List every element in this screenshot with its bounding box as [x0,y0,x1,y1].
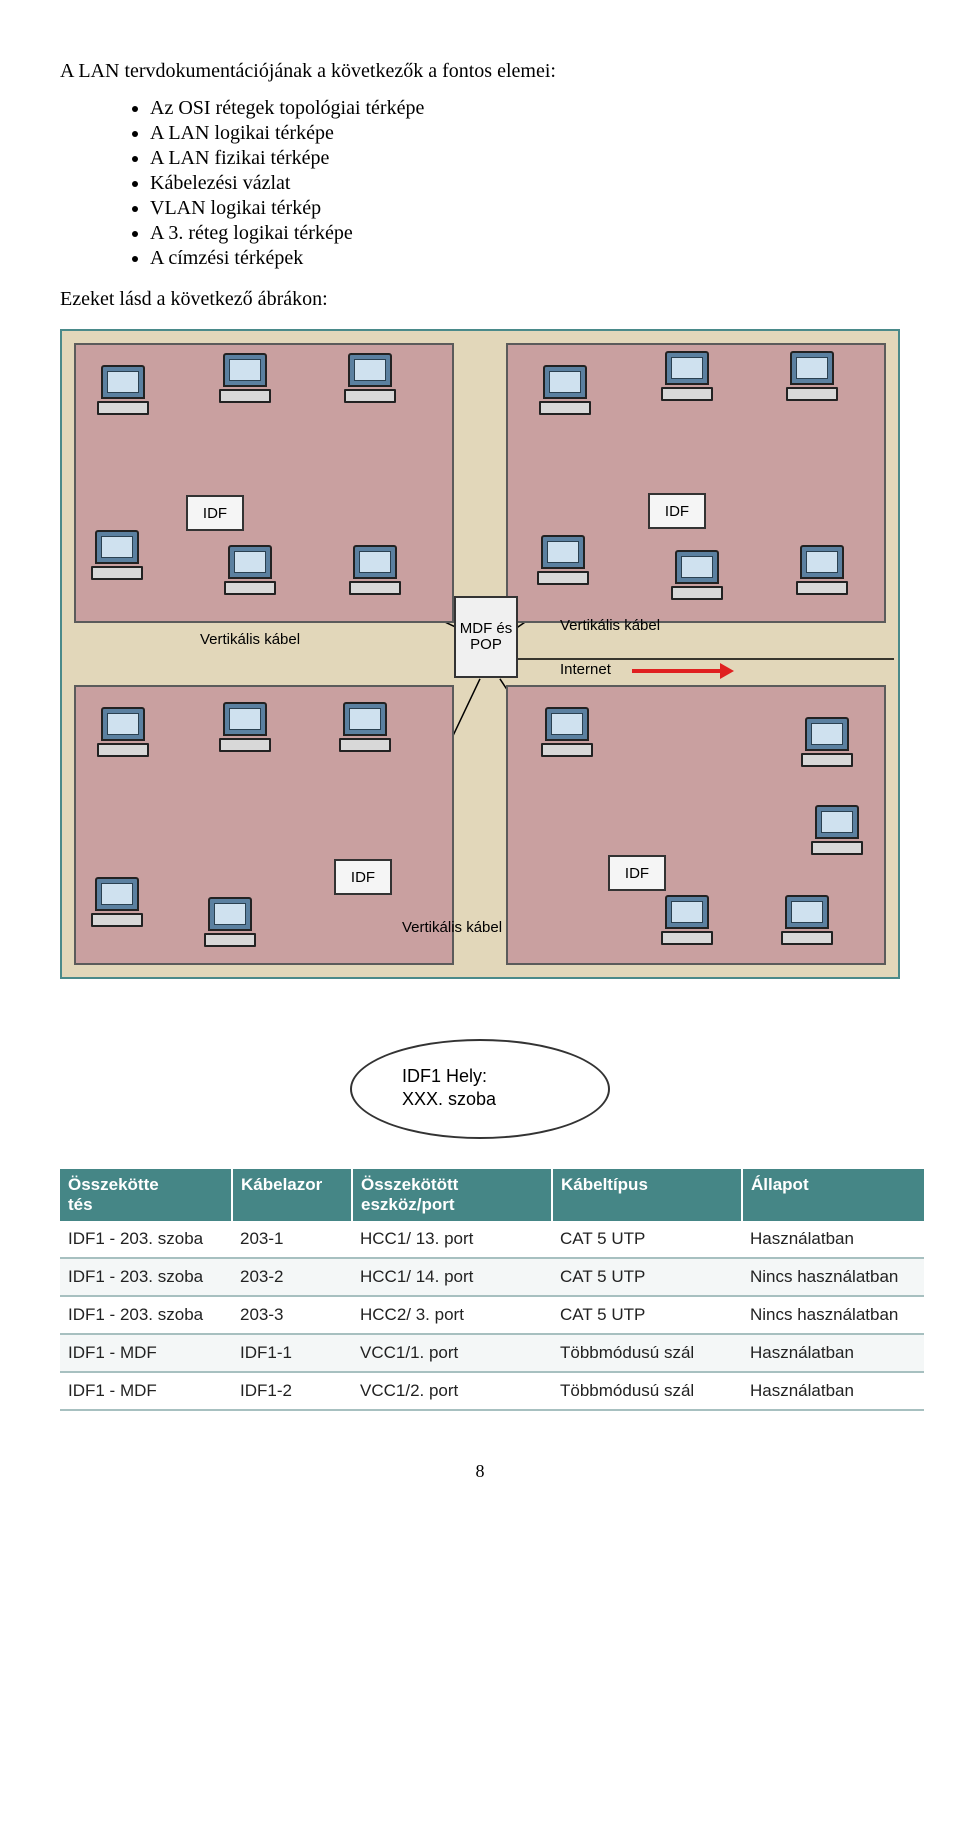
cell: IDF1 - 203. szoba [60,1221,232,1258]
list-item: VLAN logikai térkép [150,197,900,220]
workstation-icon [534,535,592,591]
workstation-icon [783,351,841,407]
network-topology-diagram: IDF IDF IDF IDF MDF és POP Vertikális ká… [60,329,900,979]
workstation-icon [793,545,851,601]
diagram-label: Vertikális kábel [200,631,300,648]
cell: IDF1 - 203. szoba [60,1258,232,1296]
workstation-cluster: IDF [74,343,454,623]
col-header: Kábelazor [232,1169,352,1221]
oval-line2: XXX. szoba [402,1088,578,1111]
list-item: A 3. réteg logikai térképe [150,222,900,245]
cell: Nincs használatban [742,1296,924,1334]
workstation-icon [336,702,394,758]
cell: VCC1/2. port [352,1372,552,1410]
cell: IDF1-2 [232,1372,352,1410]
diagram-label: Vertikális kábel [560,617,660,634]
cell: IDF1 - 203. szoba [60,1296,232,1334]
list-item: A LAN logikai térképe [150,122,900,145]
cell: Használatban [742,1372,924,1410]
workstation-icon [808,805,866,861]
list-item: A címzési térképek [150,247,900,270]
cell: IDF1-1 [232,1334,352,1372]
workstation-icon [798,717,856,773]
idf-box: IDF [334,859,392,895]
cell: Nincs használatban [742,1258,924,1296]
cell: 203-1 [232,1221,352,1258]
cell: VCC1/1. port [352,1334,552,1372]
diagram-label: Vertikális kábel [402,919,502,936]
cell: Többmódusú szál [552,1334,742,1372]
workstation-icon [221,545,279,601]
lead-paragraph: Ezeket lásd a következő ábrákon: [60,288,900,311]
workstation-icon [658,895,716,951]
col-header: Összekötte tés [60,1169,232,1221]
cell: Használatban [742,1334,924,1372]
idf-box: IDF [186,495,244,531]
workstation-icon [88,530,146,586]
workstation-icon [94,365,152,421]
col-header: Kábeltípus [552,1169,742,1221]
bullet-list: Az OSI rétegek topológiai térképe A LAN … [60,97,900,270]
workstation-cluster: IDF [74,685,454,965]
cell: Többmódusú szál [552,1372,742,1410]
table-row: IDF1 - 203. szoba 203-2 HCC1/ 14. port C… [60,1258,924,1296]
cell: HCC1/ 14. port [352,1258,552,1296]
list-item: A LAN fizikai térképe [150,147,900,170]
workstation-icon [346,545,404,601]
cell: CAT 5 UTP [552,1258,742,1296]
workstation-icon [658,351,716,407]
cell: IDF1 - MDF [60,1334,232,1372]
cell: CAT 5 UTP [552,1221,742,1258]
idf-box: IDF [648,493,706,529]
list-item: Kábelezési vázlat [150,172,900,195]
cell: HCC2/ 3. port [352,1296,552,1334]
workstation-icon [216,702,274,758]
oval-line1: IDF1 Hely: [402,1065,578,1088]
workstation-icon [778,895,836,951]
workstation-icon [94,707,152,763]
workstation-icon [668,550,726,606]
cell: 203-3 [232,1296,352,1334]
table-row: IDF1 - 203. szoba 203-1 HCC1/ 13. port C… [60,1221,924,1258]
table-header-row: Összekötte tés Kábelazor Összekötött esz… [60,1169,924,1221]
cell: CAT 5 UTP [552,1296,742,1334]
workstation-icon [201,897,259,953]
cell: Használatban [742,1221,924,1258]
workstation-icon [216,353,274,409]
workstation-icon [88,877,146,933]
workstation-icon [538,707,596,763]
cell: HCC1/ 13. port [352,1221,552,1258]
mdf-box: MDF és POP [454,596,518,678]
workstation-icon [341,353,399,409]
internet-arrow-icon [632,669,722,673]
cell: IDF1 - MDF [60,1372,232,1410]
cell: 203-2 [232,1258,352,1296]
idf-location-oval: IDF1 Hely: XXX. szoba [350,1039,610,1139]
table-row: IDF1 - 203. szoba 203-3 HCC2/ 3. port CA… [60,1296,924,1334]
page-number: 8 [60,1461,900,1482]
col-header: Összekötött eszköz/port [352,1169,552,1221]
workstation-icon [536,365,594,421]
col-header: Állapot [742,1169,924,1221]
list-item: Az OSI rétegek topológiai térképe [150,97,900,120]
idf-box: IDF [608,855,666,891]
intro-paragraph: A LAN tervdokumentációjának a következők… [60,60,900,83]
workstation-cluster: IDF [506,343,886,623]
table-row: IDF1 - MDF IDF1-2 VCC1/2. port Többmódus… [60,1372,924,1410]
diagram-label: Internet [560,661,611,678]
connections-table: Összekötte tés Kábelazor Összekötött esz… [60,1169,924,1411]
table-row: IDF1 - MDF IDF1-1 VCC1/1. port Többmódus… [60,1334,924,1372]
workstation-cluster: IDF [506,685,886,965]
